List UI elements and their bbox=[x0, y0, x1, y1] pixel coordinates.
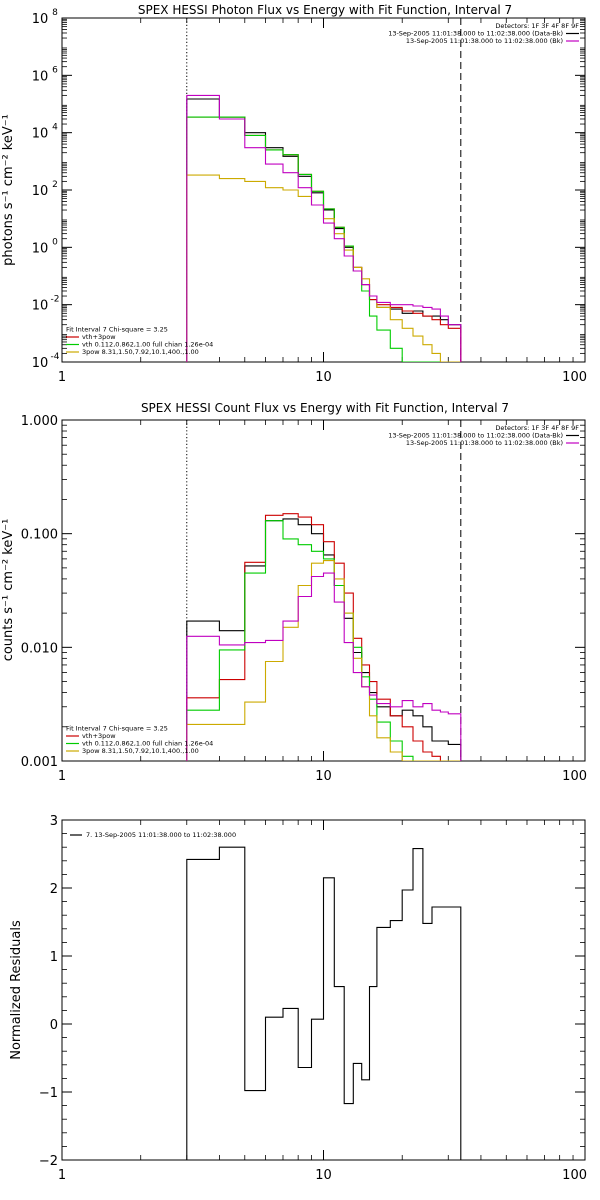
y-tick-exponent: 8 bbox=[52, 8, 58, 18]
count-flux-panel: SPEX HESSI Count Flux vs Energy with Fit… bbox=[1, 401, 587, 784]
legend-bottom-entry: 3pow 8.31,1.50,7.92,10.1,400.,1.00 bbox=[82, 348, 199, 356]
x-tick-label: 1 bbox=[58, 769, 66, 784]
legend-top-entry: 13-Sep-2005 11:01:38.000 to 11:02:38.000… bbox=[388, 432, 563, 440]
legend-bottom-entry: vth 0.112,0.862,1.00 full chian 1.26e-04 bbox=[82, 740, 213, 748]
y-tick-exponent: 4 bbox=[52, 123, 58, 133]
series-line-3 bbox=[186, 560, 461, 761]
y-tick-exponent: 6 bbox=[52, 65, 58, 75]
photon-flux-title: SPEX HESSI Photon Flux vs Energy with Fi… bbox=[138, 3, 512, 17]
x-tick-label: 100 bbox=[562, 370, 587, 385]
legend-top-entry: 13-Sep-2005 11:01:38.000 to 11:02:38.000… bbox=[406, 439, 563, 447]
legend-bottom-entry: 3pow 8.31,1.50,7.92,10.1,400.,1.00 bbox=[82, 747, 199, 755]
legend-top-entry: Detectors: 1F 3F 4F 8F 9F bbox=[495, 22, 579, 30]
residuals-panel: Normalized Residuals 7. 13-Sep-2005 11:0… bbox=[9, 814, 587, 1183]
y-tick-label: 3 bbox=[50, 814, 58, 829]
residuals-plot: 1 10 100 −2 −1 0 1 2 3 bbox=[39, 814, 587, 1183]
y-tick-label: 10 bbox=[32, 184, 49, 199]
y-tick-label: 10 bbox=[32, 241, 49, 256]
legend-bottom-entry: vth+3pow bbox=[82, 732, 116, 740]
y-tick-exponent: 0 bbox=[52, 237, 58, 247]
y-tick-label: 10 bbox=[32, 69, 49, 84]
legend-bottom-entry: vth 0.112,0.862,1.00 full chian 1.26e-04 bbox=[82, 341, 213, 349]
y-tick-label: 10 bbox=[32, 127, 49, 142]
legend-bottom-entry: Fit Interval 7 Chi-square = 3.25 bbox=[66, 326, 168, 334]
x-tick-label: 10 bbox=[315, 370, 332, 385]
series-line-0 bbox=[186, 98, 462, 362]
y-tick-label: −2 bbox=[39, 1154, 58, 1169]
x-tick-label: 1 bbox=[58, 1168, 66, 1183]
series-line-4 bbox=[186, 94, 462, 362]
y-tick-label: 1 bbox=[50, 950, 58, 965]
series-line-4 bbox=[186, 572, 462, 761]
y-tick-label: 0.001 bbox=[21, 755, 58, 770]
legend-bottom-entry: Fit Interval 7 Chi-square = 3.25 bbox=[66, 725, 168, 733]
plot-frame bbox=[61, 419, 586, 762]
photon-flux-panel: SPEX HESSI Photon Flux vs Energy with Fi… bbox=[1, 3, 587, 385]
y-tick-exponent: 2 bbox=[52, 180, 58, 190]
y-tick-label: 0 bbox=[50, 1018, 58, 1033]
x-tick-label: 1 bbox=[58, 370, 66, 385]
residuals-legend-text: 7. 13-Sep-2005 11:01:38.000 to 11:02:38.… bbox=[86, 831, 236, 839]
y-tick-label: 2 bbox=[50, 882, 58, 897]
series-line-0 bbox=[186, 846, 462, 1160]
legend-top-entry: Detectors: 1F 3F 4F 8F 9F bbox=[495, 424, 579, 432]
plot-frame bbox=[61, 17, 586, 363]
legend-top-entry: 13-Sep-2005 11:01:38.000 to 11:02:38.000… bbox=[388, 30, 563, 38]
photon-flux-ylabel: photons s⁻¹ cm⁻² keV⁻¹ bbox=[1, 114, 16, 266]
y-tick-label: 10 bbox=[32, 356, 49, 371]
x-tick-label: 100 bbox=[562, 1168, 587, 1183]
y-tick-label: 0.100 bbox=[21, 528, 58, 543]
count-flux-title: SPEX HESSI Count Flux vs Energy with Fit… bbox=[141, 401, 509, 415]
y-tick-exponent: -4 bbox=[51, 352, 60, 362]
x-tick-label: 10 bbox=[315, 769, 332, 784]
y-tick-exponent: -2 bbox=[51, 295, 60, 305]
residuals-ylabel: Normalized Residuals bbox=[9, 920, 24, 1060]
legend-bottom-entry: vth+3pow bbox=[82, 333, 116, 341]
series-line-1 bbox=[186, 116, 462, 362]
series-line-2 bbox=[186, 520, 461, 761]
series-line-2 bbox=[186, 116, 461, 362]
y-tick-label: 10 bbox=[32, 299, 49, 314]
y-tick-label: −1 bbox=[39, 1086, 58, 1101]
x-tick-label: 100 bbox=[562, 769, 587, 784]
y-tick-label: 1.000 bbox=[21, 414, 58, 429]
count-flux-ylabel: counts s⁻¹ cm⁻² keV⁻¹ bbox=[1, 519, 16, 662]
legend-top-entry: 13-Sep-2005 11:01:38.000 to 11:02:38.000… bbox=[406, 37, 563, 45]
count-flux-plot: 1 10 100 0.001 0.010 0.100 1.000 Detectors: 1F … bbox=[21, 414, 587, 784]
x-tick-label: 10 bbox=[315, 1168, 332, 1183]
y-tick-label: 0.010 bbox=[21, 641, 58, 656]
y-tick-label: 10 bbox=[32, 12, 49, 27]
